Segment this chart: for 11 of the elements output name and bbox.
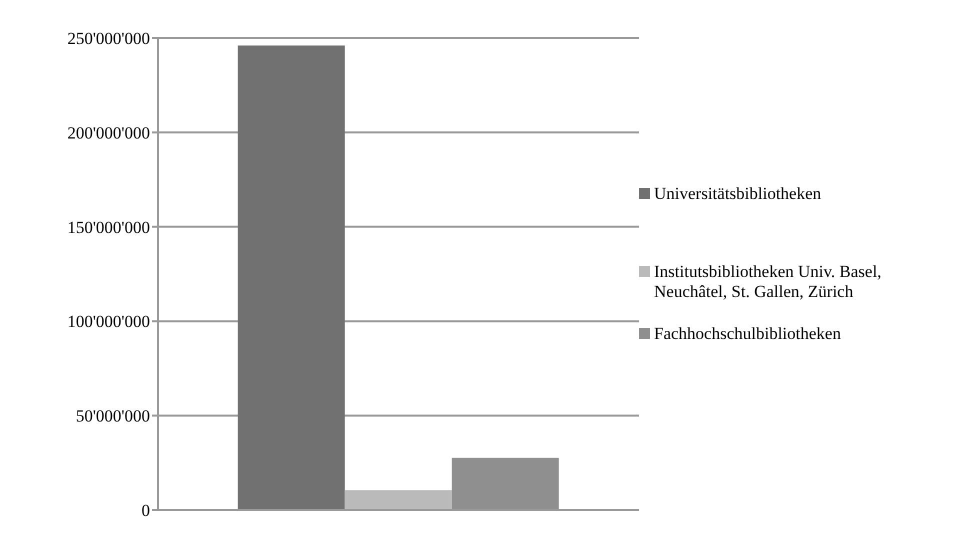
y-tick-label: 100'000'000	[67, 312, 150, 332]
legend-label: Institutsbibliotheken Univ. Basel, Neuchâtel, St. Gallen, Zürich	[654, 262, 882, 302]
y-tick-label: 250'000'000	[67, 29, 150, 48]
legend-label: Universitätsbibliotheken	[654, 184, 822, 204]
y-tick-label: 150'000'000	[67, 218, 150, 237]
y-tick-label: 200'000'000	[67, 123, 150, 142]
bar	[238, 46, 345, 510]
y-tick-label: 50'000'000	[76, 406, 150, 426]
bar	[344, 490, 452, 510]
y-tick-label: 0	[142, 501, 150, 520]
legend-label: Fachhochschulbibliotheken	[654, 324, 842, 344]
